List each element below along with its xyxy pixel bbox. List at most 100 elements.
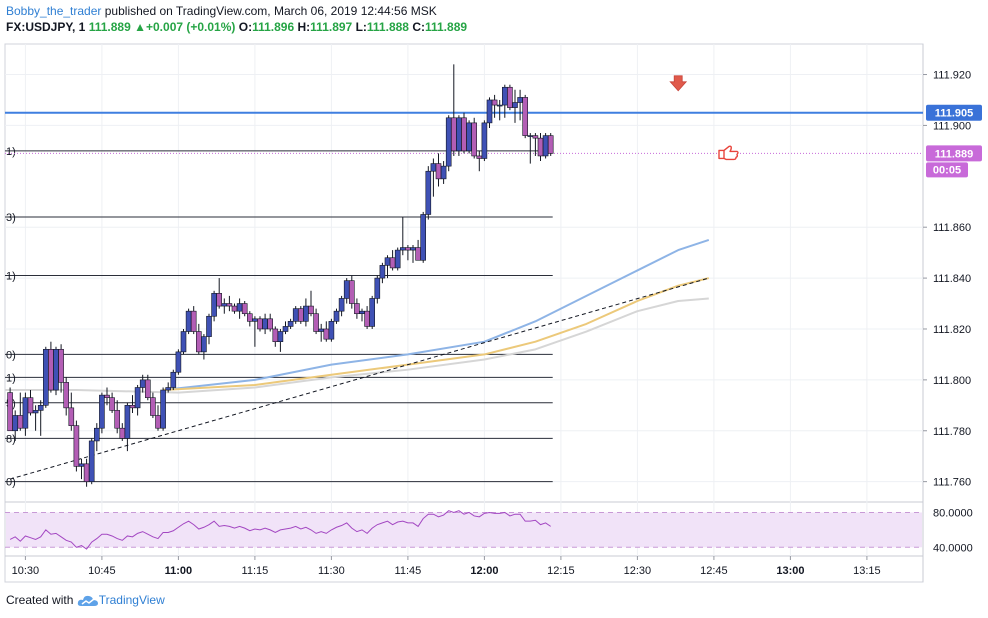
candle[interactable]: [374, 275, 381, 304]
candle[interactable]: [83, 458, 90, 487]
candle[interactable]: [37, 400, 44, 436]
candle[interactable]: [496, 99, 503, 121]
candle[interactable]: [27, 390, 34, 416]
candles[interactable]: [7, 64, 554, 487]
candle[interactable]: [435, 153, 442, 187]
candle[interactable]: [267, 313, 274, 332]
candle[interactable]: [150, 392, 156, 419]
candle[interactable]: [124, 402, 131, 452]
candle[interactable]: [165, 382, 171, 393]
candle[interactable]: [542, 133, 549, 159]
candle[interactable]: [58, 344, 64, 393]
candle[interactable]: [522, 94, 529, 139]
candle[interactable]: [68, 392, 75, 431]
candle[interactable]: [104, 387, 110, 406]
candle[interactable]: [247, 311, 253, 327]
candle[interactable]: [7, 387, 13, 432]
candle[interactable]: [512, 89, 518, 123]
candle[interactable]: [343, 278, 350, 304]
candle[interactable]: [399, 217, 406, 256]
candle[interactable]: [491, 94, 498, 118]
candle[interactable]: [323, 321, 330, 342]
candle[interactable]: [471, 117, 478, 159]
candle[interactable]: [420, 211, 427, 263]
candle[interactable]: [180, 328, 187, 355]
candle[interactable]: [486, 97, 493, 128]
author-link[interactable]: Bobby_the_trader: [6, 4, 102, 18]
candle[interactable]: [527, 133, 534, 164]
candle[interactable]: [190, 306, 197, 335]
candle[interactable]: [445, 115, 452, 172]
time-axis[interactable]: 10:30 10:45 11:00 11:15 11:30 11:45 12:00 12:15…: [12, 556, 881, 577]
candle[interactable]: [109, 392, 115, 413]
candle[interactable]: [129, 395, 136, 413]
candle[interactable]: [297, 306, 304, 324]
candle[interactable]: [22, 392, 29, 436]
candle[interactable]: [359, 308, 365, 322]
candle[interactable]: [410, 245, 416, 263]
candle[interactable]: [226, 295, 233, 312]
candle[interactable]: [94, 423, 100, 452]
candle[interactable]: [308, 290, 314, 317]
candle[interactable]: [547, 133, 554, 156]
candle[interactable]: [333, 308, 340, 324]
candle[interactable]: [277, 328, 284, 352]
candle[interactable]: [88, 438, 95, 485]
candle[interactable]: [99, 392, 105, 434]
candle[interactable]: [389, 250, 396, 271]
candle[interactable]: [287, 318, 294, 329]
candle[interactable]: [537, 133, 544, 162]
candle[interactable]: [78, 458, 85, 480]
candle[interactable]: [481, 120, 488, 162]
candle[interactable]: [430, 158, 437, 197]
candle[interactable]: [517, 89, 523, 121]
candle[interactable]: [394, 247, 401, 271]
candle[interactable]: [32, 405, 39, 431]
candle[interactable]: [379, 262, 386, 284]
candle[interactable]: [466, 120, 472, 154]
candle[interactable]: [185, 308, 192, 335]
candle[interactable]: [211, 290, 217, 322]
candle[interactable]: [354, 298, 360, 319]
candle[interactable]: [63, 377, 70, 416]
candle[interactable]: [303, 298, 309, 327]
candle[interactable]: [440, 161, 447, 184]
trendline-line[interactable]: [9, 277, 709, 480]
candle[interactable]: [476, 150, 483, 172]
trendline[interactable]: [9, 277, 709, 480]
candle[interactable]: [175, 349, 182, 375]
candle[interactable]: [262, 313, 268, 335]
candle[interactable]: [119, 423, 126, 441]
candle[interactable]: [53, 346, 59, 396]
candle[interactable]: [369, 295, 376, 329]
candle[interactable]: [155, 405, 161, 431]
candle[interactable]: [532, 133, 539, 156]
candle[interactable]: [292, 306, 299, 324]
price-axis[interactable]: 111.920 111.900 111.860 111.840 111.820 111.8…: [923, 70, 982, 555]
candle[interactable]: [206, 313, 212, 345]
candle[interactable]: [48, 341, 54, 393]
candle[interactable]: [415, 239, 421, 261]
candle[interactable]: [170, 369, 177, 391]
candle[interactable]: [318, 323, 325, 342]
candle[interactable]: [450, 64, 457, 156]
candle[interactable]: [338, 295, 345, 317]
candle[interactable]: [282, 321, 289, 335]
candle[interactable]: [425, 166, 432, 220]
candle[interactable]: [196, 323, 202, 355]
candle[interactable]: [257, 316, 263, 332]
candle[interactable]: [231, 303, 238, 314]
candle[interactable]: [348, 275, 355, 309]
candle[interactable]: [201, 334, 207, 360]
candle[interactable]: [313, 308, 319, 335]
candle[interactable]: [328, 318, 335, 342]
candle[interactable]: [252, 316, 258, 347]
candle[interactable]: [384, 255, 391, 279]
candle[interactable]: [216, 278, 222, 309]
candle[interactable]: [134, 384, 141, 416]
candle[interactable]: [236, 298, 243, 319]
tradingview-brand[interactable]: TradingView: [98, 593, 165, 607]
candle[interactable]: [17, 392, 24, 431]
candle[interactable]: [507, 84, 513, 111]
